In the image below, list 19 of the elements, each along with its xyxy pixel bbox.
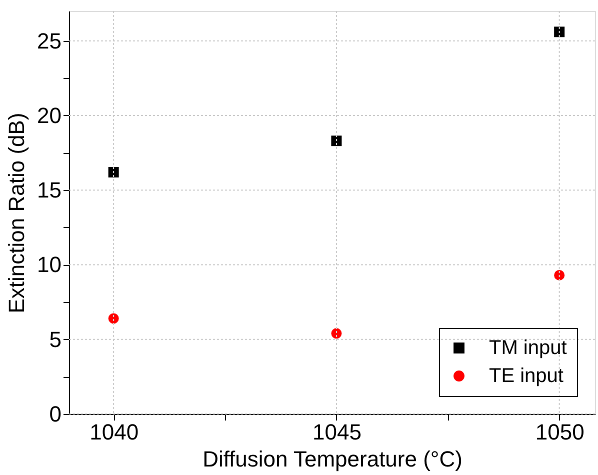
- y-tick-label: 25: [37, 28, 62, 54]
- point: [108, 313, 119, 324]
- legend-label: TM input: [489, 337, 568, 359]
- y-axis-title: Extinction Ratio (dB): [4, 112, 30, 314]
- point: [554, 26, 565, 38]
- point: [331, 136, 342, 146]
- x-axis-title: Diffusion Temperature (°C): [202, 446, 462, 472]
- y-tick-label: 0: [49, 402, 62, 426]
- point: [331, 328, 342, 339]
- y-tick-label: 15: [37, 178, 62, 203]
- point: [554, 270, 565, 280]
- y-tick-label: 10: [37, 252, 62, 278]
- y-tick-label: 5: [49, 326, 62, 352]
- y-tick-label: 20: [37, 102, 62, 128]
- x-tick-label: 1050: [535, 420, 584, 444]
- x-tick-label: 1040: [90, 420, 139, 444]
- point: [108, 166, 119, 178]
- x-tick-label: 1045: [312, 420, 362, 444]
- legend-label: TE input: [489, 365, 564, 387]
